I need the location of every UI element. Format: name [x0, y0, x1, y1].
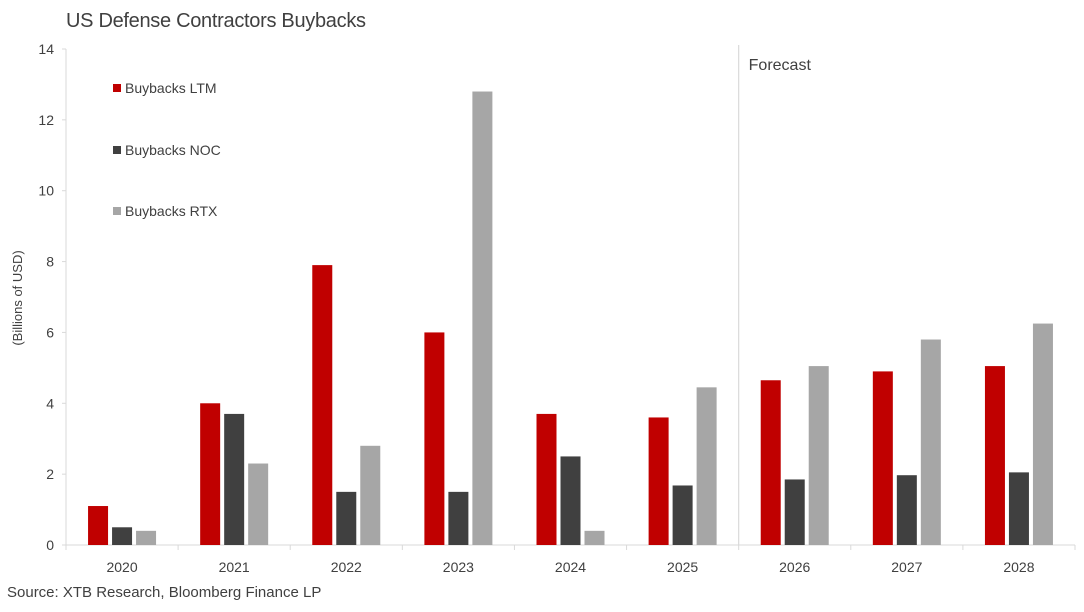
y-axis: 0 2 4 6 8 10 12 14 — [38, 41, 67, 553]
source-note: Source: XTB Research, Bloomberg Finance … — [7, 584, 322, 601]
legend-swatch — [113, 84, 121, 92]
bar-buybacks-noc-2021 — [224, 413, 245, 545]
legend-label: Buybacks RTX — [125, 203, 218, 219]
x-tick-label: 2022 — [331, 559, 362, 575]
bar-buybacks-rtx-2023 — [472, 91, 493, 545]
bar-buybacks-ltm-2027 — [872, 371, 893, 545]
bar-buybacks-rtx-2026 — [808, 366, 829, 545]
y-tick-label: 2 — [46, 466, 54, 482]
chart-title: US Defense Contractors Buybacks — [66, 10, 366, 32]
legend-swatch — [113, 207, 121, 215]
y-tick-label: 10 — [38, 183, 54, 199]
y-tick-label: 8 — [46, 254, 54, 270]
x-tick-label: 2024 — [555, 559, 586, 575]
bar-buybacks-noc-2026 — [784, 479, 805, 545]
bar-buybacks-rtx-2025 — [696, 387, 717, 545]
bar-buybacks-ltm-2020 — [88, 506, 109, 545]
bar-buybacks-noc-2025 — [672, 485, 693, 545]
y-tick-label: 14 — [38, 41, 54, 57]
bar-buybacks-ltm-2022 — [312, 265, 333, 545]
x-tick-label: 2025 — [667, 559, 698, 575]
bar-buybacks-ltm-2028 — [984, 366, 1005, 545]
bar-buybacks-ltm-2023 — [424, 332, 445, 545]
legend-label: Buybacks LTM — [125, 80, 217, 96]
bar-buybacks-noc-2022 — [336, 491, 357, 545]
bar-buybacks-noc-2024 — [560, 456, 581, 545]
y-tick-label: 12 — [38, 112, 54, 128]
y-tick-label: 0 — [46, 537, 54, 553]
bar-buybacks-noc-2020 — [112, 527, 133, 545]
forecast-annotation: Forecast — [738, 45, 812, 545]
bar-buybacks-rtx-2028 — [1032, 323, 1053, 545]
bar-buybacks-rtx-2022 — [360, 445, 381, 545]
x-tick-label: 2026 — [779, 559, 810, 575]
bar-buybacks-rtx-2020 — [136, 530, 157, 545]
bar-buybacks-noc-2027 — [896, 475, 917, 545]
x-tick-label: 2020 — [106, 559, 137, 575]
bar-buybacks-rtx-2027 — [920, 339, 941, 545]
bar-buybacks-ltm-2025 — [648, 417, 669, 545]
x-axis: 2020 2021 2022 2023 2024 2025 2026 2027 2028 — [65, 544, 1076, 575]
y-tick-label: 6 — [46, 324, 54, 340]
x-tick-label: 2027 — [891, 559, 922, 575]
legend: Buybacks LTM Buybacks NOC Buybacks RTX — [113, 80, 221, 219]
legend-swatch — [113, 146, 121, 154]
bar-buybacks-noc-2023 — [448, 491, 469, 545]
legend-label: Buybacks NOC — [125, 142, 221, 158]
bar-buybacks-ltm-2026 — [760, 380, 781, 545]
bar-buybacks-rtx-2021 — [248, 463, 269, 545]
bar-buybacks-ltm-2021 — [200, 403, 221, 545]
x-tick-label: 2023 — [443, 559, 474, 575]
bars — [88, 91, 1053, 545]
bar-buybacks-noc-2028 — [1008, 472, 1029, 545]
bar-buybacks-rtx-2024 — [584, 530, 605, 545]
x-tick-label: 2021 — [219, 559, 250, 575]
y-tick-label: 4 — [46, 395, 54, 411]
y-axis-label: (Billions of USD) — [10, 250, 25, 345]
forecast-label: Forecast — [749, 57, 812, 74]
x-tick-label: 2028 — [1003, 559, 1034, 575]
bar-buybacks-ltm-2024 — [536, 413, 557, 545]
